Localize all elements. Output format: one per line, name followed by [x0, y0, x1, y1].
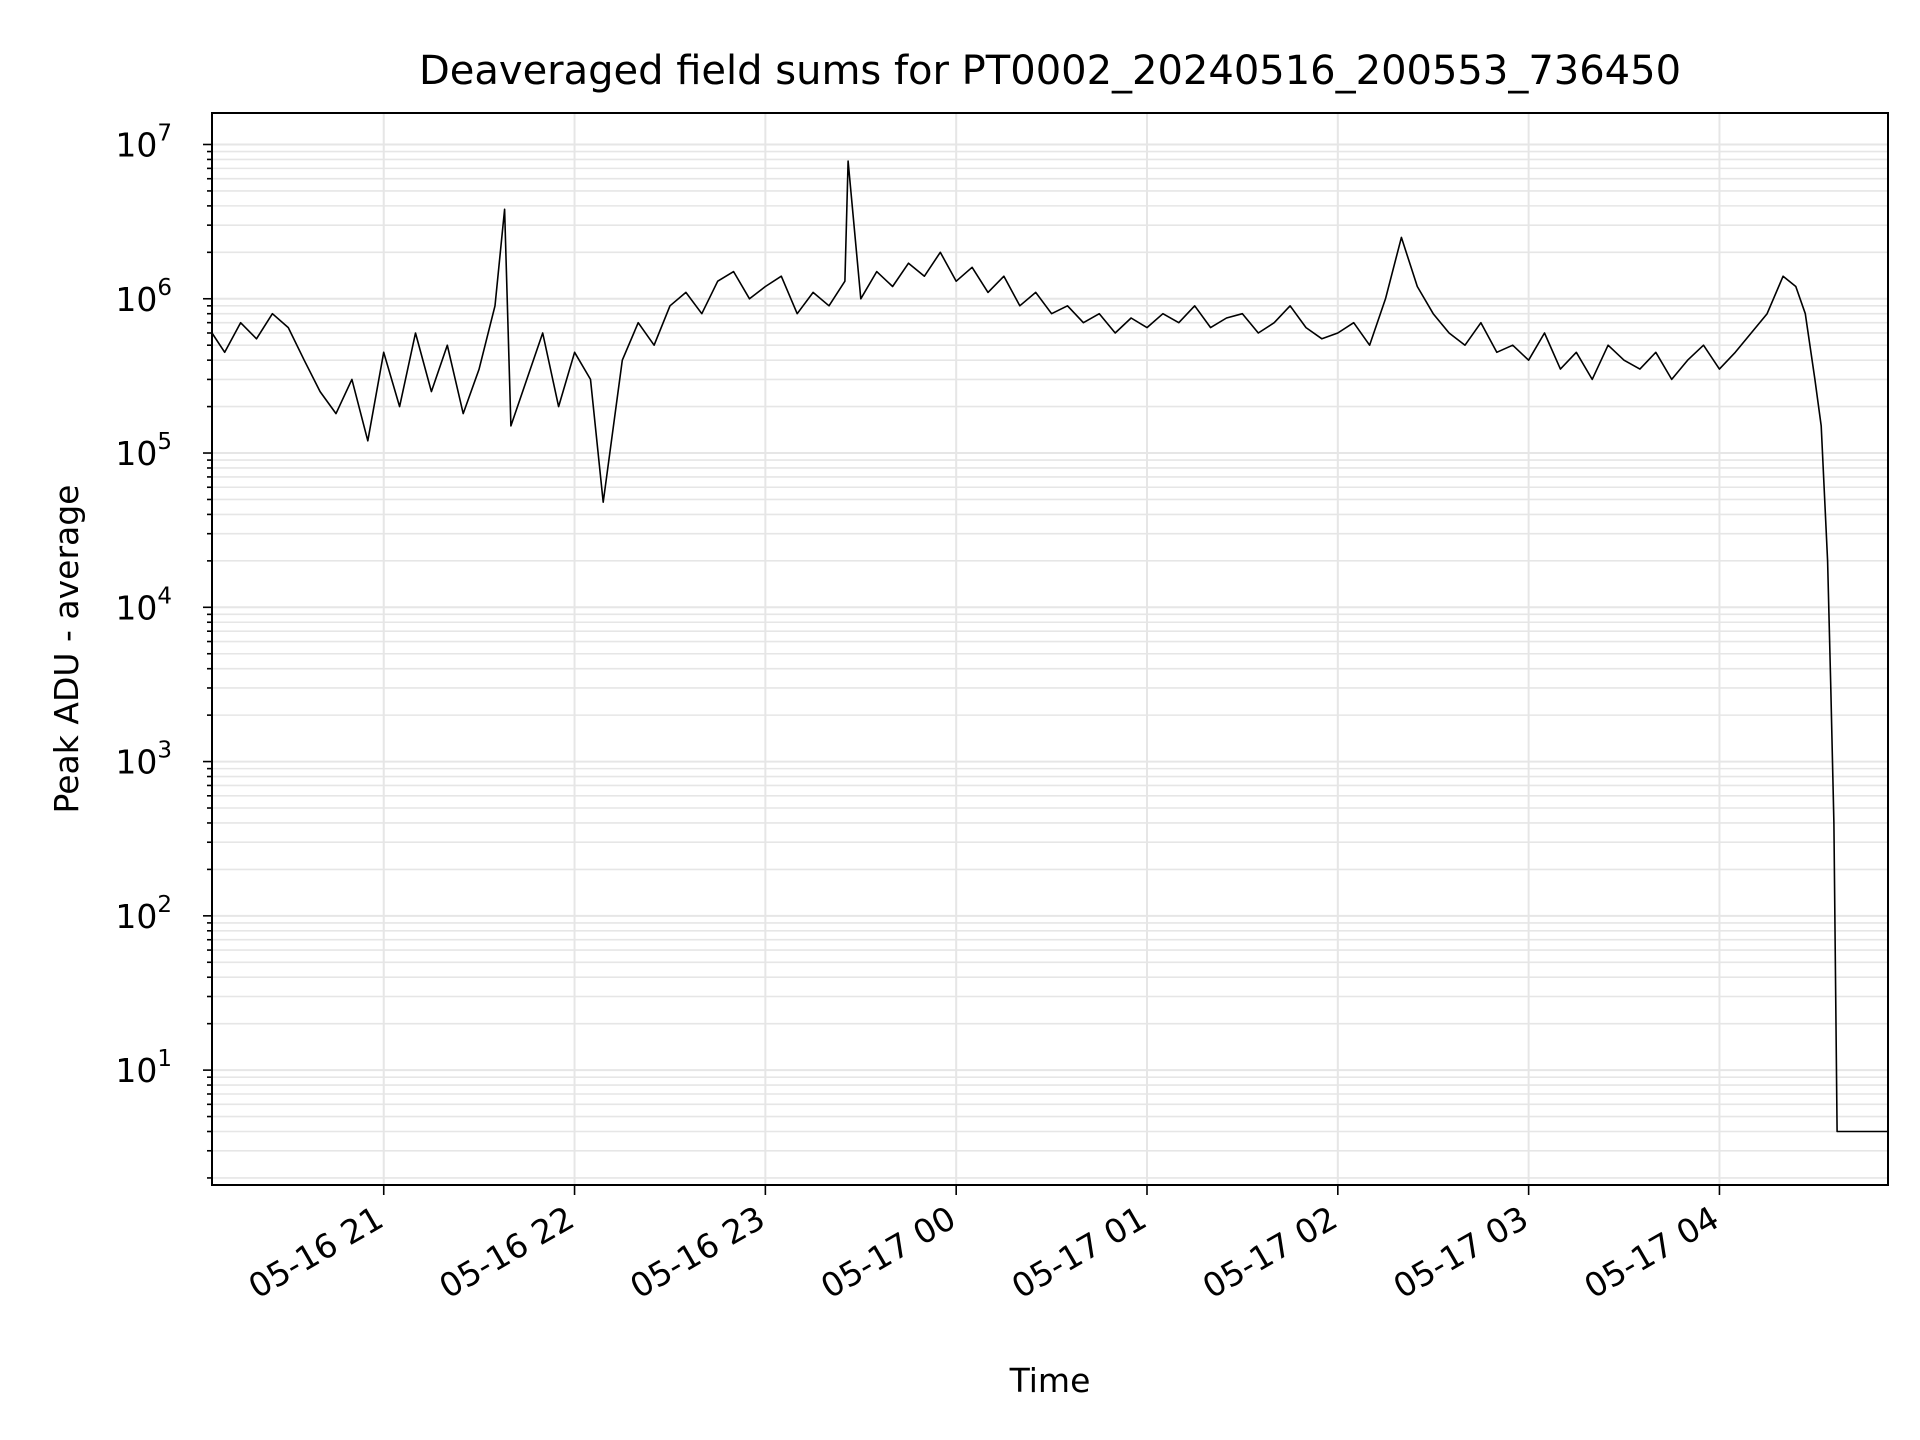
- y-tick-exponent: 2: [157, 892, 172, 918]
- x-tick-label: 05-17 02: [1196, 1198, 1344, 1306]
- y-tick-base: 10: [115, 588, 157, 627]
- y-tick-base: 10: [115, 434, 157, 473]
- y-tick-label: 102: [115, 892, 172, 936]
- series-layer: [211, 160, 1888, 1133]
- y-tick-base: 10: [115, 125, 157, 164]
- y-tick-label: 107: [115, 120, 172, 164]
- grid: [212, 113, 1888, 1185]
- y-tick-label: 104: [115, 583, 172, 627]
- y-tick-label: 101: [115, 1046, 172, 1090]
- y-axis-label: Peak ADU - average: [47, 485, 86, 814]
- x-tick-label: 05-17 04: [1577, 1198, 1725, 1306]
- y-tick-label: 106: [115, 275, 172, 319]
- y-tick-exponent: 3: [157, 738, 172, 764]
- y-tick-label: 103: [115, 738, 172, 782]
- x-tick-label: 05-17 03: [1387, 1198, 1535, 1306]
- y-tick-label: 105: [115, 429, 172, 473]
- x-axis-ticks: 05-16 21 05-16 22 05-16 23 05-17 00 05-17 01…: [242, 1185, 1725, 1306]
- y-tick-exponent: 4: [157, 583, 172, 609]
- y-tick-exponent: 7: [157, 120, 172, 146]
- chart-title: Deaveraged field sums for PT0002_2024051…: [419, 48, 1681, 94]
- y-tick-exponent: 5: [157, 429, 172, 455]
- y-tick-base: 10: [115, 743, 157, 782]
- y-tick-exponent: 6: [157, 275, 172, 301]
- x-tick-label: 05-16 22: [433, 1198, 581, 1306]
- x-tick-label: 05-17 00: [814, 1198, 962, 1306]
- x-tick-label: 05-16 21: [242, 1198, 390, 1306]
- y-tick-base: 10: [115, 897, 157, 936]
- y-tick-exponent: 1: [157, 1046, 172, 1072]
- y-tick-base: 10: [115, 280, 157, 319]
- x-tick-label: 05-17 01: [1005, 1198, 1153, 1306]
- plot-area-frame: [211, 112, 1889, 1186]
- series-line: [211, 160, 1888, 1133]
- x-axis-label: Time: [1009, 1361, 1091, 1400]
- x-tick-label: 05-16 23: [623, 1198, 771, 1306]
- y-tick-base: 10: [115, 1051, 157, 1090]
